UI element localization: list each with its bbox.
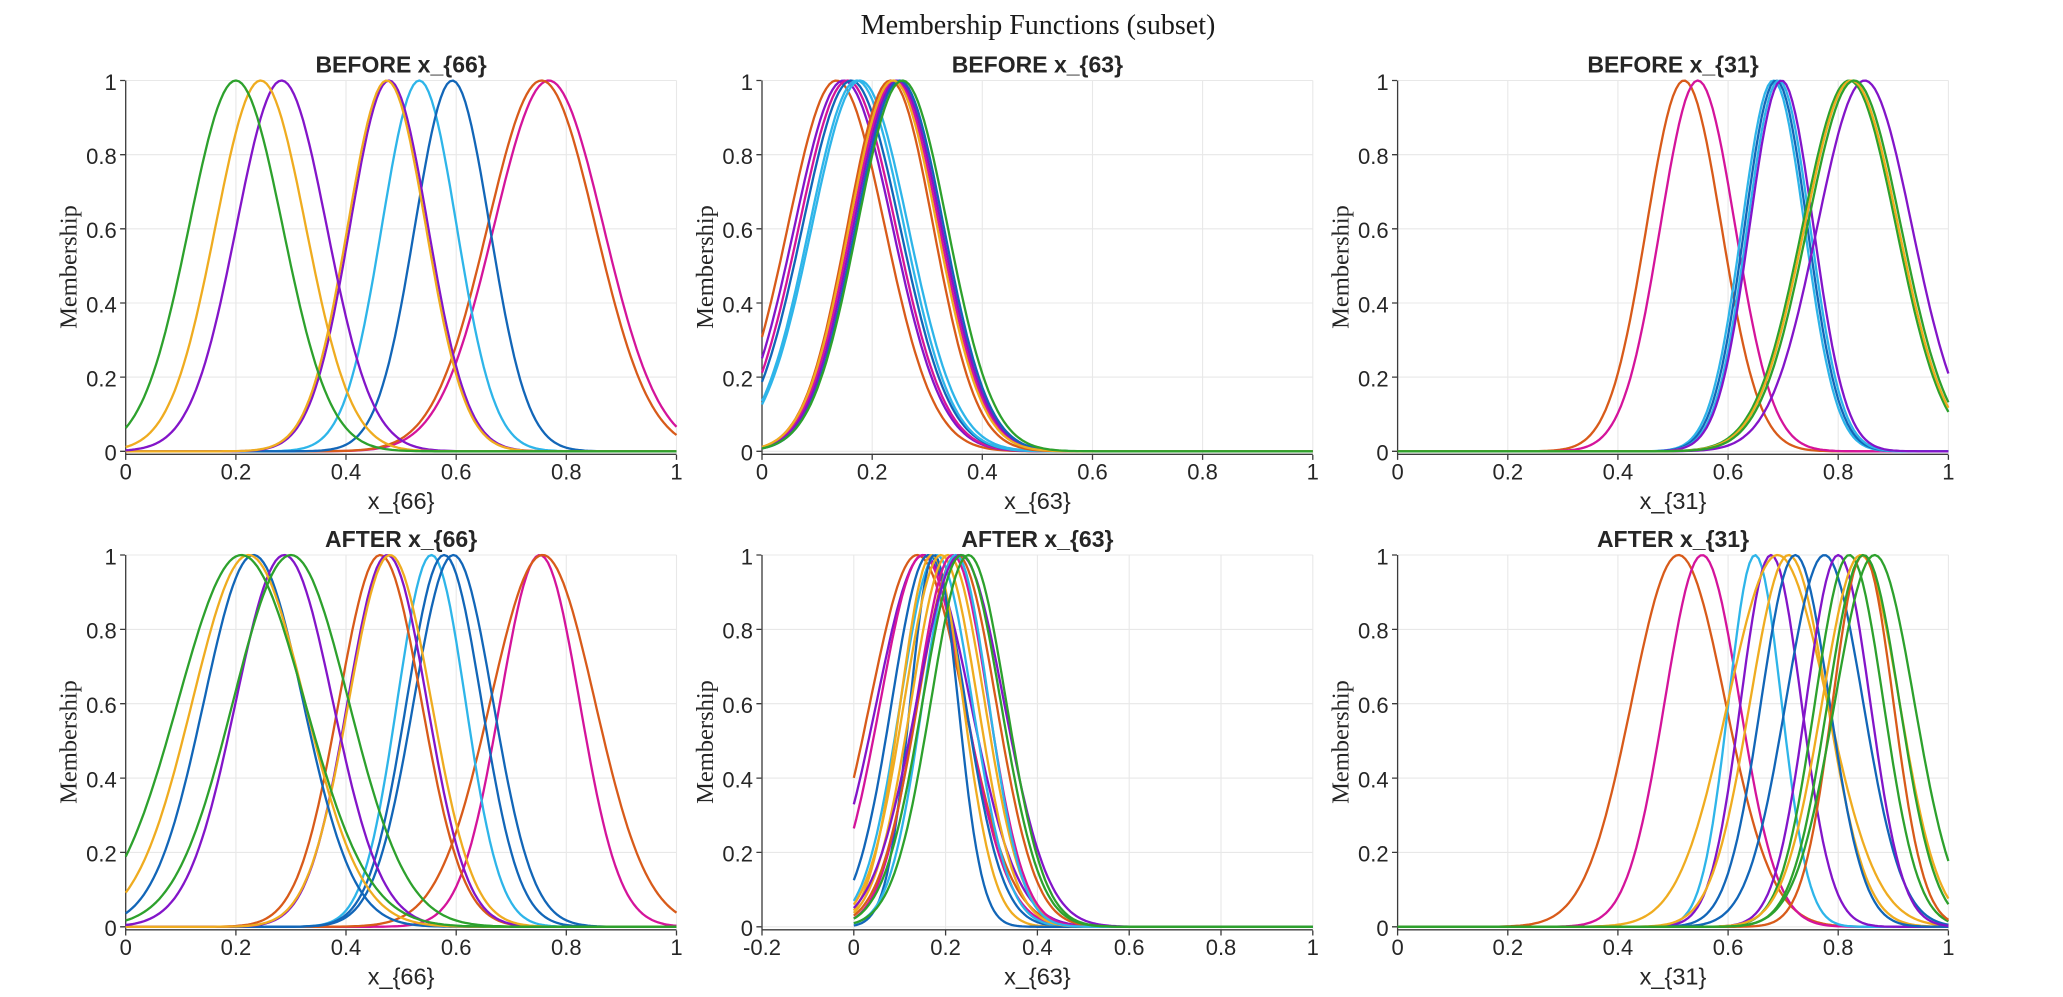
- svg-text:0.4: 0.4: [722, 292, 753, 317]
- svg-text:AFTER x_{66}: AFTER x_{66}: [325, 526, 477, 552]
- svg-text:Membership: Membership: [56, 680, 83, 804]
- svg-text:0: 0: [848, 935, 860, 960]
- svg-text:1: 1: [1376, 544, 1388, 569]
- svg-text:0.4: 0.4: [1603, 460, 1634, 485]
- svg-text:1: 1: [104, 544, 116, 569]
- svg-text:0.8: 0.8: [1823, 460, 1854, 485]
- svg-text:0.8: 0.8: [1358, 144, 1389, 169]
- svg-text:0: 0: [104, 441, 116, 466]
- svg-text:1: 1: [670, 935, 682, 960]
- svg-text:0.4: 0.4: [86, 292, 117, 317]
- svg-text:0.2: 0.2: [722, 366, 753, 391]
- svg-text:0: 0: [1391, 935, 1403, 960]
- svg-text:Membership: Membership: [1328, 205, 1355, 329]
- svg-text:1: 1: [1942, 935, 1954, 960]
- svg-text:Membership: Membership: [1328, 680, 1355, 804]
- svg-text:0.6: 0.6: [1114, 935, 1145, 960]
- svg-text:0.8: 0.8: [1823, 935, 1854, 960]
- svg-text:BEFORE x_{66}: BEFORE x_{66}: [315, 52, 486, 78]
- svg-text:0.8: 0.8: [1206, 935, 1237, 960]
- svg-text:1: 1: [741, 70, 753, 95]
- svg-text:0.6: 0.6: [86, 218, 117, 243]
- svg-text:0.2: 0.2: [221, 460, 252, 485]
- svg-text:0: 0: [741, 441, 753, 466]
- svg-text:0.2: 0.2: [1358, 842, 1389, 867]
- svg-text:1: 1: [1376, 70, 1388, 95]
- svg-text:0.4: 0.4: [331, 460, 362, 485]
- svg-text:0.6: 0.6: [1713, 460, 1744, 485]
- svg-text:0: 0: [120, 935, 132, 960]
- svg-text:0.6: 0.6: [722, 693, 753, 718]
- svg-text:0.4: 0.4: [86, 767, 117, 792]
- svg-text:0.4: 0.4: [1022, 935, 1053, 960]
- svg-text:0.4: 0.4: [1603, 935, 1634, 960]
- svg-text:x_{66}: x_{66}: [368, 488, 435, 514]
- svg-text:0.4: 0.4: [331, 935, 362, 960]
- svg-text:-0.2: -0.2: [743, 935, 781, 960]
- svg-text:0.6: 0.6: [722, 218, 753, 243]
- svg-text:0: 0: [756, 460, 768, 485]
- svg-text:0.6: 0.6: [86, 693, 117, 718]
- svg-text:0.4: 0.4: [1358, 292, 1389, 317]
- svg-text:x_{63}: x_{63}: [1004, 488, 1071, 514]
- svg-text:x_{31}: x_{31}: [1640, 488, 1707, 514]
- svg-text:0: 0: [1376, 916, 1388, 941]
- svg-text:0.6: 0.6: [1713, 935, 1744, 960]
- svg-text:1: 1: [670, 460, 682, 485]
- svg-text:1: 1: [741, 544, 753, 569]
- svg-text:0: 0: [1391, 460, 1403, 485]
- svg-text:0: 0: [104, 916, 116, 941]
- svg-text:BEFORE x_{31}: BEFORE x_{31}: [1587, 52, 1758, 78]
- svg-text:0.6: 0.6: [441, 935, 472, 960]
- svg-text:0.8: 0.8: [551, 935, 582, 960]
- svg-text:0.4: 0.4: [967, 460, 998, 485]
- svg-text:x_{63}: x_{63}: [1004, 964, 1071, 990]
- svg-text:0.6: 0.6: [1077, 460, 1108, 485]
- svg-text:1: 1: [1307, 935, 1319, 960]
- svg-text:Membership Functions (subset): Membership Functions (subset): [861, 10, 1216, 41]
- svg-text:AFTER x_{31}: AFTER x_{31}: [1597, 526, 1749, 552]
- svg-text:0.2: 0.2: [1493, 935, 1524, 960]
- svg-text:0.6: 0.6: [441, 460, 472, 485]
- svg-text:0: 0: [120, 460, 132, 485]
- svg-text:0.6: 0.6: [1358, 218, 1389, 243]
- svg-text:0.8: 0.8: [86, 619, 117, 644]
- svg-text:0.8: 0.8: [722, 144, 753, 169]
- svg-text:0.2: 0.2: [722, 842, 753, 867]
- svg-text:BEFORE x_{63}: BEFORE x_{63}: [952, 52, 1123, 78]
- svg-text:0.2: 0.2: [930, 935, 961, 960]
- svg-text:0.2: 0.2: [221, 935, 252, 960]
- svg-text:0.4: 0.4: [722, 767, 753, 792]
- svg-text:x_{66}: x_{66}: [368, 964, 435, 990]
- svg-text:1: 1: [104, 70, 116, 95]
- svg-text:Membership: Membership: [692, 680, 719, 804]
- svg-text:Membership: Membership: [56, 205, 83, 329]
- svg-text:0: 0: [1376, 441, 1388, 466]
- svg-text:0.8: 0.8: [1358, 619, 1389, 644]
- svg-text:0.2: 0.2: [857, 460, 888, 485]
- svg-text:1: 1: [1307, 460, 1319, 485]
- svg-text:0.8: 0.8: [1187, 460, 1218, 485]
- svg-text:0: 0: [741, 916, 753, 941]
- svg-text:0.4: 0.4: [1358, 767, 1389, 792]
- svg-text:0.8: 0.8: [551, 460, 582, 485]
- svg-text:x_{31}: x_{31}: [1640, 964, 1707, 990]
- svg-text:0.2: 0.2: [86, 842, 117, 867]
- svg-text:0.8: 0.8: [86, 144, 117, 169]
- svg-text:0.2: 0.2: [1493, 460, 1524, 485]
- svg-text:1: 1: [1942, 460, 1954, 485]
- svg-text:0.2: 0.2: [1358, 366, 1389, 391]
- svg-text:0.6: 0.6: [1358, 693, 1389, 718]
- svg-text:AFTER x_{63}: AFTER x_{63}: [961, 526, 1113, 552]
- svg-text:0.2: 0.2: [86, 366, 117, 391]
- svg-text:0.8: 0.8: [722, 619, 753, 644]
- svg-text:Membership: Membership: [692, 205, 719, 329]
